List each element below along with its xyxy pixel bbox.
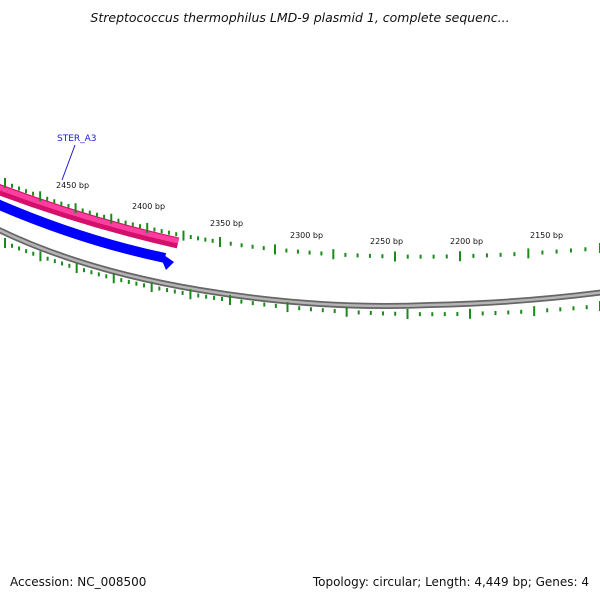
inner-ticks (4, 178, 600, 262)
gene-arrow-blue[interactable] (0, 199, 167, 263)
tick-label-2200: 2200 bp (450, 237, 483, 246)
outer-ticks (4, 238, 600, 319)
tick-label-2150: 2150 bp (530, 231, 563, 240)
gene-label-ster-a3[interactable]: STER_A3 (57, 134, 97, 144)
tick-label-2450: 2450 bp (56, 181, 89, 190)
tick-label-2300: 2300 bp (290, 231, 323, 240)
map-title: Streptococcus thermophilus LMD-9 plasmid… (90, 10, 510, 25)
gene-label-leader (61, 144, 76, 181)
tick-label-2250: 2250 bp (370, 237, 403, 246)
topology-summary: Topology: circular; Length: 4,449 bp; Ge… (312, 575, 589, 589)
tick-label-2400: 2400 bp (132, 202, 165, 211)
tick-label-2350: 2350 bp (210, 219, 243, 228)
accession-text: Accession: NC_008500 (10, 575, 147, 589)
